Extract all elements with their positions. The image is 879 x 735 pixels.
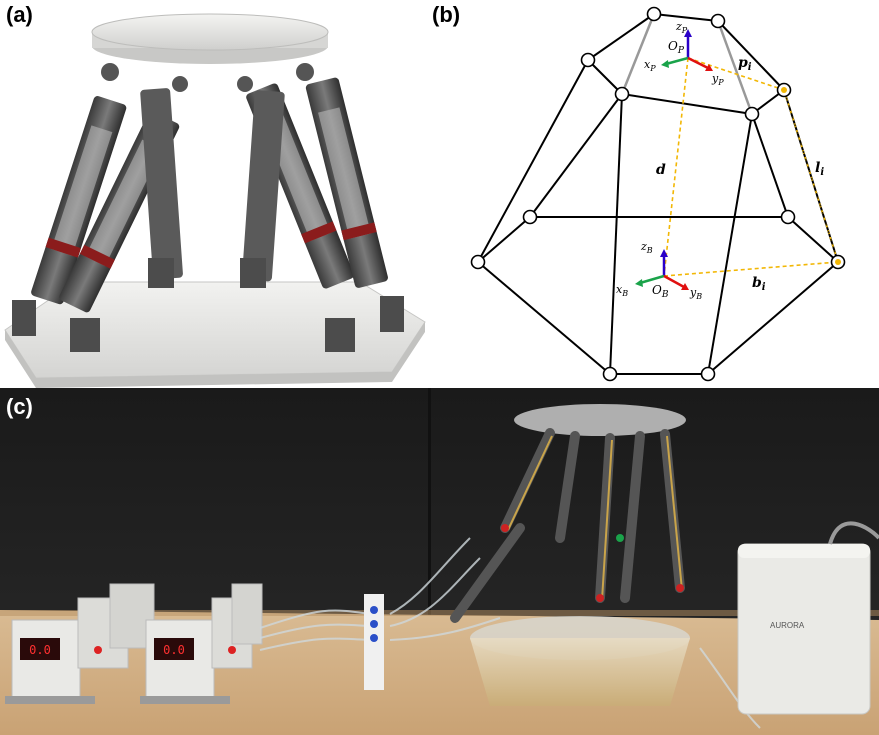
label-o-b: OB <box>652 283 669 300</box>
air-tubes <box>259 537 761 729</box>
hexapod-render-image <box>4 13 426 388</box>
controller-box: AURORA <box>737 521 879 715</box>
panel-c-photo: 0.0 0.0 <box>0 388 879 735</box>
panel-label-a: (a) <box>6 2 33 27</box>
diagram-gray-edges <box>620 13 754 115</box>
label-o-p: OP <box>668 39 685 56</box>
regulator-display-1: 0.0 <box>29 643 51 657</box>
regulator-display-2: 0.0 <box>163 643 185 657</box>
platform-frame: zP OP xP yP <box>644 20 724 87</box>
label-y-p: yP <box>711 72 724 87</box>
kinematic-diagram: zP OP xP yP zB OB xB yB pi li bi d <box>470 6 846 382</box>
label-z-p: zP <box>675 20 688 35</box>
label-p-i: pi <box>738 55 752 73</box>
label-b-i: bi <box>752 275 766 293</box>
dashed-vectors <box>663 57 839 277</box>
controller-brand-text: AURORA <box>770 621 805 630</box>
panel-b-diagram: zP OP xP yP zB OB xB yB pi li bi d <box>430 0 879 388</box>
label-y-b: yB <box>689 286 702 301</box>
base-frame: zB OB xB yB <box>616 240 702 301</box>
vector-b-line <box>663 261 839 277</box>
label-x-p: xP <box>644 58 656 73</box>
vector-l-line <box>783 89 839 263</box>
x-b-axis <box>639 274 665 285</box>
diagram-edges <box>477 13 839 375</box>
label-l-i: li <box>815 160 824 178</box>
base-plate <box>4 281 426 388</box>
water-bowl <box>470 616 690 706</box>
vector-p-line <box>687 57 785 91</box>
y-b-axis <box>663 274 685 289</box>
x-p-axis <box>665 56 689 66</box>
actuator-legs <box>12 63 404 352</box>
label-z-b: zB <box>640 240 653 255</box>
panel-label-c: (c) <box>6 394 33 419</box>
y-p-axis <box>687 56 709 70</box>
joint-circles <box>470 6 846 382</box>
vector-d-line <box>663 57 689 277</box>
panel-a-render <box>0 0 430 388</box>
pressure-regulators: 0.0 0.0 <box>5 583 263 704</box>
tube-manifold <box>364 594 384 690</box>
hexapod-prototype <box>450 404 686 623</box>
panel-label-b: (b) <box>432 2 461 27</box>
label-x-b: xB <box>616 283 628 298</box>
setup-photo: 0.0 0.0 <box>0 388 879 735</box>
top-plate <box>91 13 329 64</box>
label-d: d <box>656 162 666 178</box>
